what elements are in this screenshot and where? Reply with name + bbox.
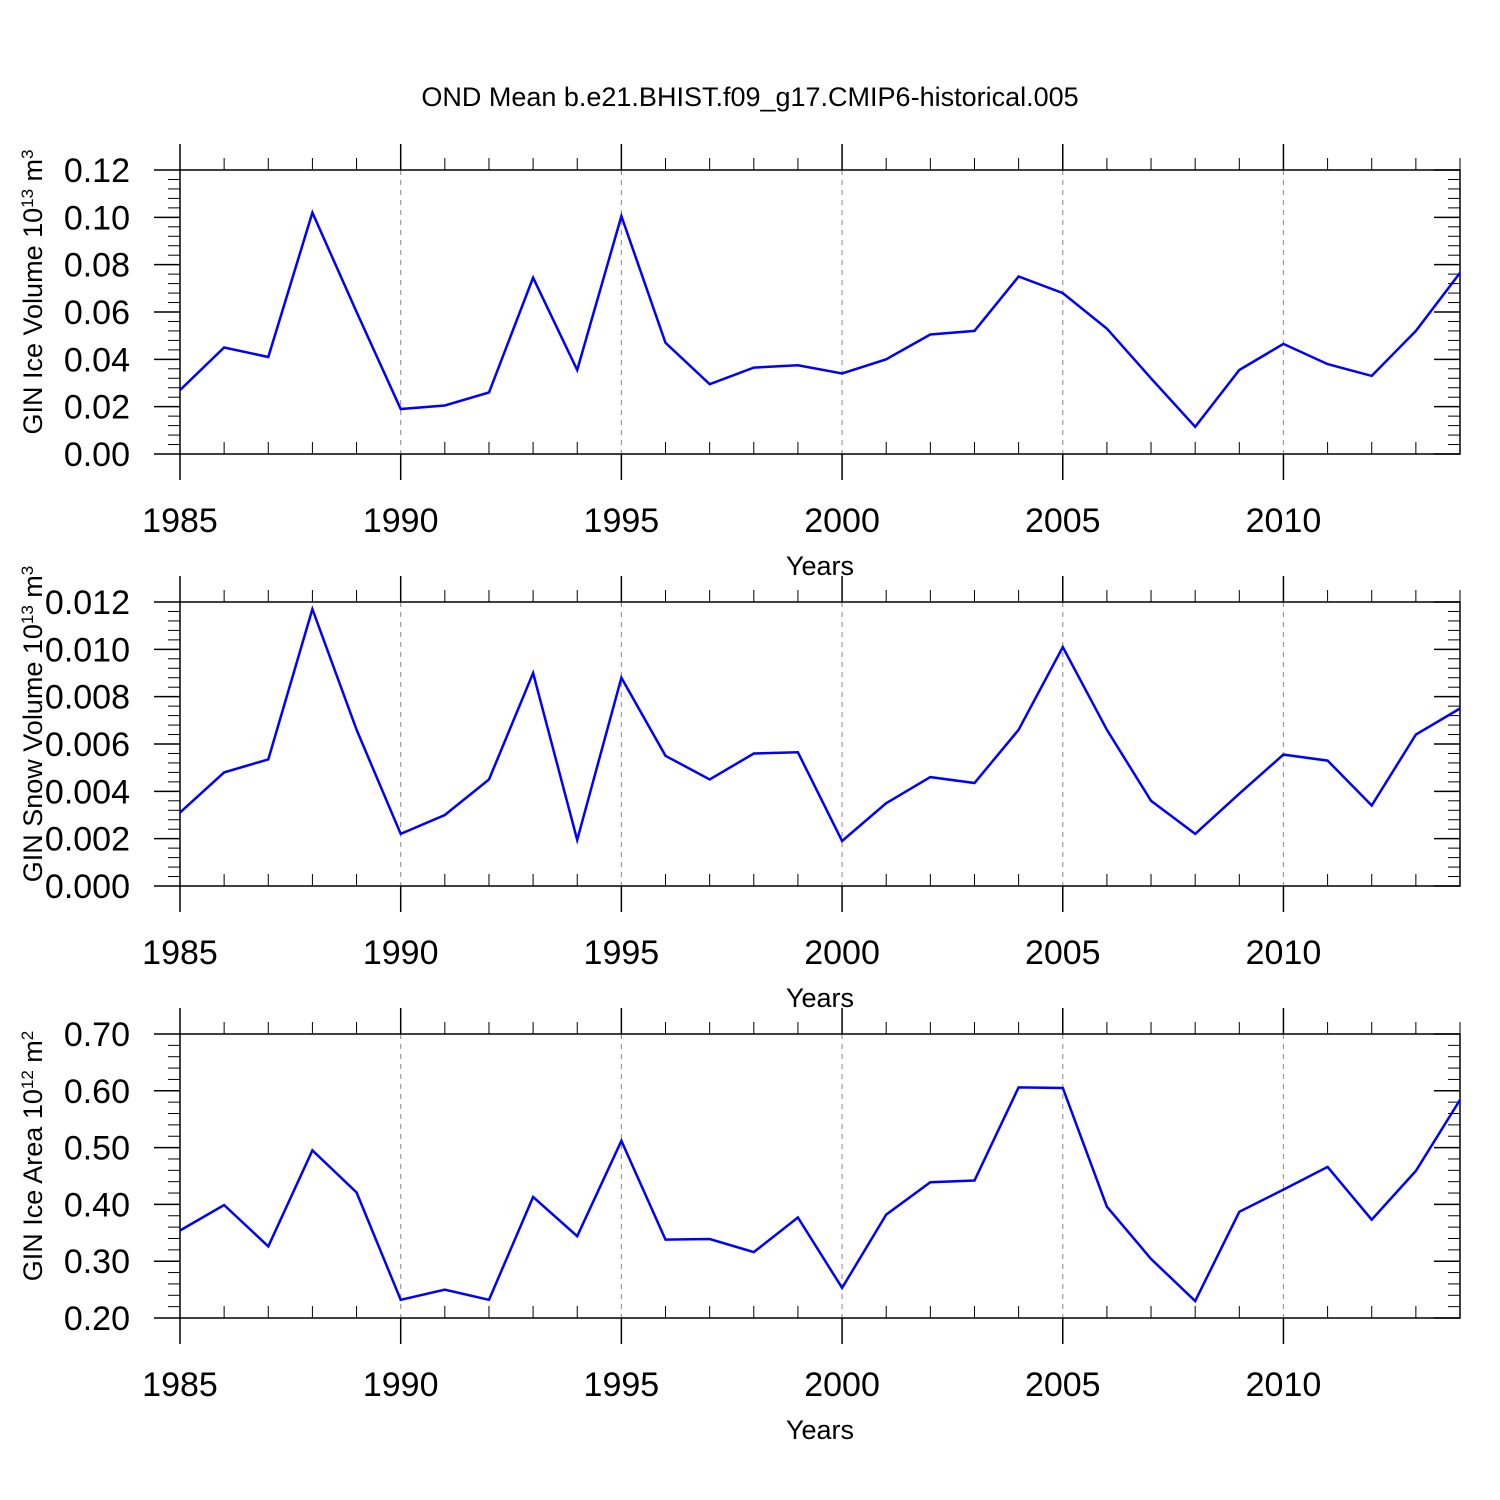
snow-volume-xtick-label: 1995 bbox=[584, 934, 660, 972]
snow-volume-ylabel-unit: m bbox=[18, 575, 48, 605]
ice-volume-ylabel-unit-exp: 3 bbox=[18, 149, 37, 158]
panel-ice-volume: 0.00 0.02 0.04 0.06 0.08 0.10 0.12 1985 1990 1995… bbox=[18, 144, 1461, 581]
snow-volume-ylabel-prefix: GIN Snow Volume 10 bbox=[18, 624, 48, 882]
snow-volume-ytick-label: 0.002 bbox=[45, 821, 130, 859]
ice-volume-series-line bbox=[179, 209, 1461, 429]
ice-area-plot-frame bbox=[179, 1033, 1461, 1319]
ice-area-ytick-label: 0.70 bbox=[64, 1016, 130, 1054]
ice-volume-xtick-label: 2005 bbox=[1025, 502, 1101, 540]
ice-volume-xtick-label: 1995 bbox=[584, 502, 660, 540]
snow-volume-ylabel-unit-exp: 3 bbox=[18, 566, 37, 575]
ice-area-ylabel-prefix: GIN Ice Area 10 bbox=[18, 1089, 48, 1281]
ice-volume-ytick-label: 0.04 bbox=[64, 341, 130, 379]
snow-volume-xtick-label: 2000 bbox=[804, 934, 880, 972]
snow-volume-ylabel-exp: 13 bbox=[18, 605, 37, 624]
ice-volume-ylabel-unit: m bbox=[18, 159, 48, 189]
snow-volume-xtick-label: 1990 bbox=[363, 934, 439, 972]
ice-volume-ylabel-exp: 13 bbox=[18, 189, 37, 208]
ice-area-xtick-label: 2000 bbox=[804, 1366, 880, 1404]
ice-volume-xlabel: Years bbox=[786, 551, 854, 581]
ice-volume-ylabel-prefix: GIN Ice Volume 10 bbox=[18, 208, 48, 435]
snow-volume-xlabel: Years bbox=[786, 983, 854, 1013]
ice-area-xlabel: Years bbox=[786, 1415, 854, 1445]
ice-area-ytick-label: 0.40 bbox=[64, 1186, 130, 1224]
snow-volume-xtick-label: 2005 bbox=[1025, 934, 1101, 972]
ice-volume-xtick-label: 1990 bbox=[363, 502, 439, 540]
snow-volume-ytick-label: 0.004 bbox=[45, 773, 130, 811]
ice-volume-xtick-label: 2010 bbox=[1246, 502, 1322, 540]
snow-volume-xtick-label: 2010 bbox=[1246, 934, 1322, 972]
ice-volume-xtick-label: 1985 bbox=[142, 502, 218, 540]
snow-volume-ylabel: GIN Snow Volume 1013 m3 bbox=[18, 566, 48, 883]
ice-volume-ylabel: GIN Ice Volume 1013 m3 bbox=[18, 149, 48, 434]
ice-area-ylabel-exp: 12 bbox=[18, 1070, 37, 1089]
ice-area-xtick-label: 2010 bbox=[1246, 1366, 1322, 1404]
ice-area-ytick-label: 0.30 bbox=[64, 1243, 130, 1281]
ice-volume-ytick-label: 0.06 bbox=[64, 294, 130, 332]
panel-snow-volume: 0.000 0.002 0.004 0.006 0.008 0.010 0.012 1985 1… bbox=[18, 566, 1461, 1013]
ice-area-ylabel-unit-exp: 2 bbox=[18, 1031, 37, 1040]
ice-volume-ytick-label: 0.12 bbox=[64, 152, 130, 190]
ice-area-xtick-label: 1995 bbox=[584, 1366, 660, 1404]
ice-area-ytick-label: 0.50 bbox=[64, 1130, 130, 1168]
ice-area-ytick-label: 0.20 bbox=[64, 1300, 130, 1338]
ice-area-xtick-label: 1990 bbox=[363, 1366, 439, 1404]
snow-volume-ytick-label: 0.008 bbox=[45, 679, 130, 717]
ice-volume-ytick-label: 0.02 bbox=[64, 389, 130, 427]
ice-volume-ytick-label: 0.10 bbox=[64, 199, 130, 237]
ice-volume-ytick-label: 0.08 bbox=[64, 247, 130, 285]
ice-area-ytick-label: 0.60 bbox=[64, 1073, 130, 1111]
ice-volume-xtick-label: 2000 bbox=[804, 502, 880, 540]
snow-volume-ytick-label: 0.006 bbox=[45, 726, 130, 764]
ice-volume-ytick-label: 0.00 bbox=[64, 436, 130, 474]
snow-volume-ytick-label: 0.010 bbox=[45, 631, 130, 669]
panel-ice-area: 0.20 0.30 0.40 0.50 0.60 0.70 1985 1990 1995 2000… bbox=[18, 1008, 1462, 1445]
ice-area-ylabel: GIN Ice Area 1012 m2 bbox=[18, 1031, 48, 1282]
snow-volume-series-line bbox=[179, 605, 1461, 845]
ice-area-series-line bbox=[179, 1086, 1462, 1304]
ice-area-xtick-label: 1985 bbox=[142, 1366, 218, 1404]
ice-area-ylabel-unit: m bbox=[18, 1040, 48, 1070]
figure-title: OND Mean b.e21.BHIST.f09_g17.CMIP6-histo… bbox=[421, 82, 1078, 112]
snow-volume-ytick-label: 0.012 bbox=[45, 584, 130, 622]
snow-volume-ytick-label: 0.000 bbox=[45, 868, 130, 906]
snow-volume-xtick-label: 1985 bbox=[142, 934, 218, 972]
ice-area-xtick-label: 2005 bbox=[1025, 1366, 1101, 1404]
